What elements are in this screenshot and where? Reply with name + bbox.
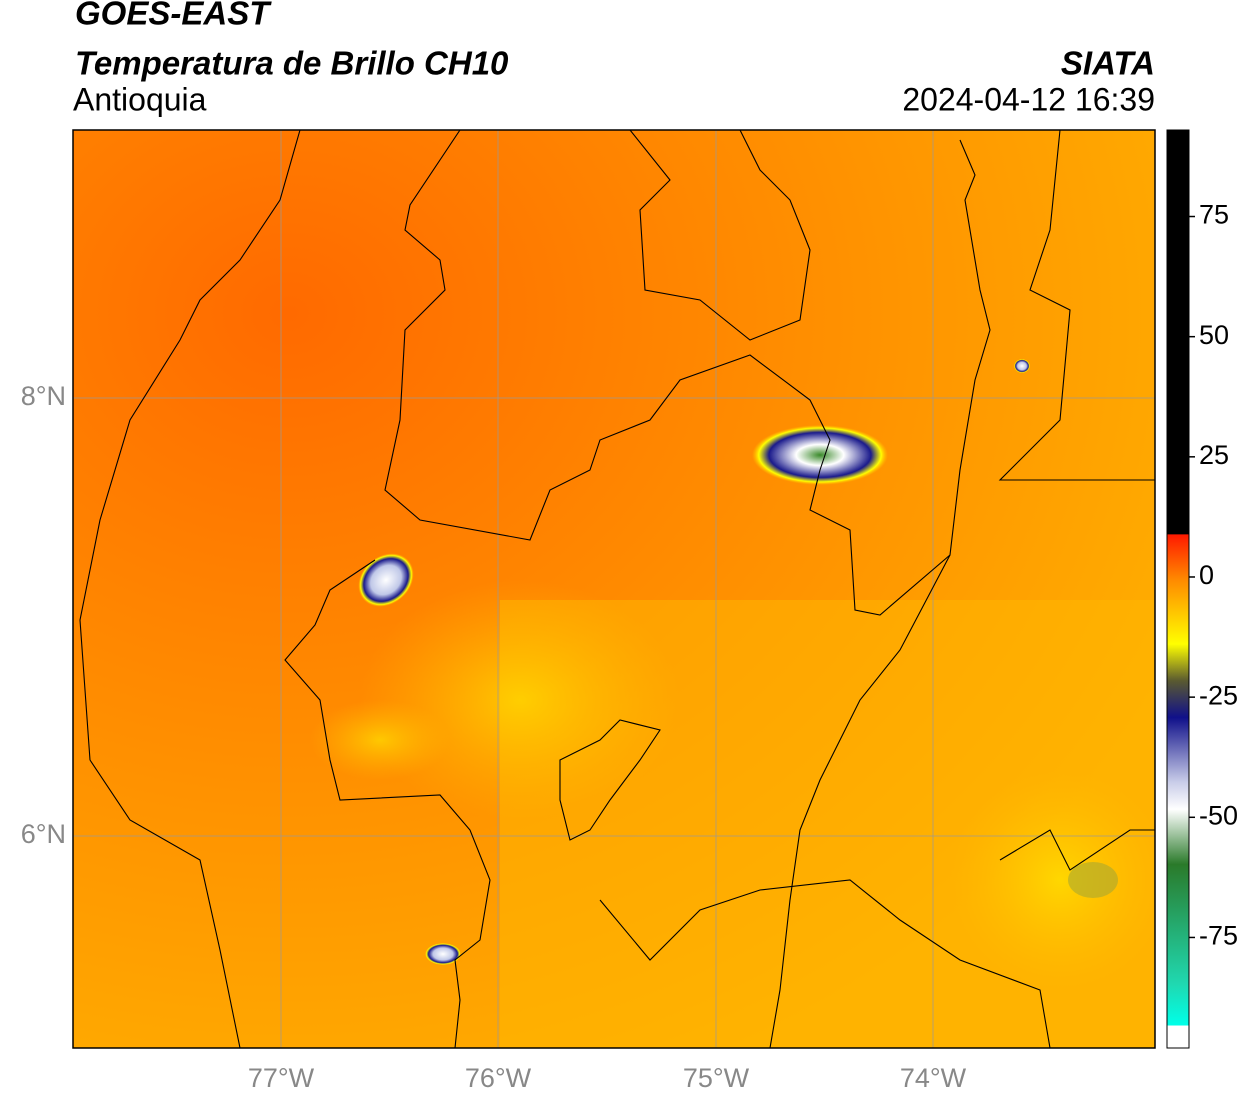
lat-labels: 8°N 6°N (21, 381, 66, 849)
colorbar-tick-label: 25 (1199, 440, 1229, 470)
colorbar-tick-label: -50 (1199, 800, 1238, 830)
colorbar-tick-label: -75 (1199, 921, 1238, 951)
warm-area (950, 770, 1155, 990)
border (284, 559, 491, 1048)
colorbar-tick-label: 75 (1199, 200, 1229, 230)
datetime: 2024-04-12 16:39 (902, 81, 1155, 117)
colorbar-tick-label: -25 (1199, 680, 1238, 710)
subtitle: Temperatura de Brillo CH10 (75, 45, 509, 82)
lon-label: 74°W (900, 1063, 967, 1093)
source: SIATA (1061, 45, 1155, 82)
region: Antioquia (73, 81, 207, 117)
cloud (752, 425, 888, 485)
border (384, 130, 991, 616)
border (769, 554, 951, 1048)
colorbar-ticks: 75 50 25 0 -25 -50 -75 (1189, 200, 1238, 951)
lon-label: 77°W (248, 1063, 315, 1093)
lon-label: 76°W (465, 1063, 532, 1093)
lon-labels: 77°W 76°W 75°W 74°W (248, 1063, 967, 1093)
map (73, 130, 1155, 1048)
lat-label: 6°N (21, 819, 66, 849)
cloud (1014, 359, 1030, 373)
cloud (1068, 862, 1118, 898)
warm-area (310, 700, 450, 780)
colorbar-tick-label: 50 (1199, 320, 1229, 350)
lon-label: 75°W (683, 1063, 750, 1093)
warm-area (360, 580, 680, 820)
border (559, 719, 661, 841)
cloud (425, 943, 461, 965)
border (79, 130, 301, 1048)
colorbar-tick-label: 0 (1199, 560, 1214, 590)
cloud (358, 553, 414, 607)
map-frame (72, 129, 1156, 1049)
colorbar (1166, 129, 1190, 1049)
title: GOES-EAST (75, 0, 272, 32)
lat-label: 8°N (21, 381, 66, 411)
border (599, 879, 1051, 1048)
border (999, 829, 1155, 871)
border (629, 130, 811, 341)
border (998, 130, 1155, 481)
